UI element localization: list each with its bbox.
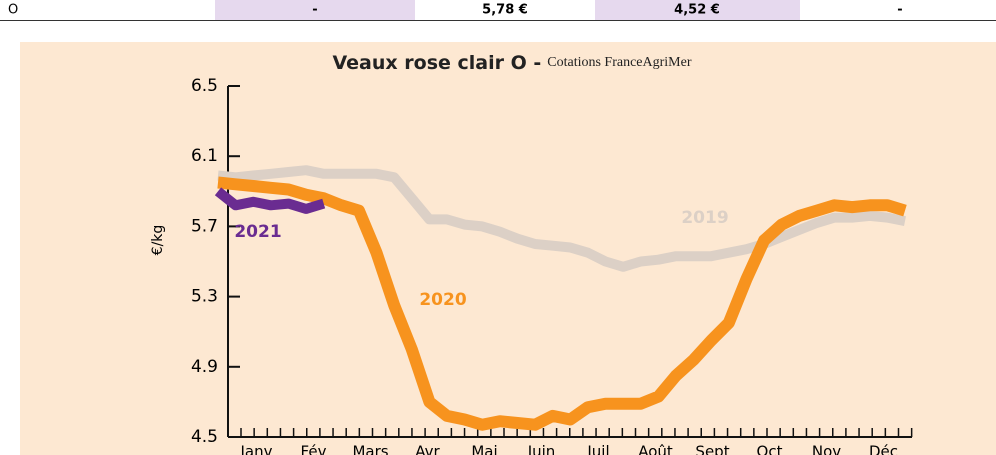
x-tick-label: Fév — [301, 443, 327, 455]
y-tick-label: 5.7 — [191, 216, 218, 236]
subtitle: Cotations FranceAgriMer — [547, 55, 692, 70]
x-tick-label: Mars — [352, 443, 388, 455]
x-tick-label: Janv — [240, 443, 273, 455]
x-tick-label: Nov — [812, 443, 841, 455]
series-label: 2019 — [681, 208, 728, 228]
x-tick-label: Mai — [471, 443, 497, 455]
series-line — [214, 187, 326, 214]
title: Veaux rose clair O - — [333, 52, 542, 74]
chart-bg — [20, 42, 996, 455]
chart-title: Veaux rose clair O - Cotations FranceAgri… — [333, 52, 692, 74]
y-tick-label: 4.9 — [191, 357, 218, 377]
plot: 4.5 4.9 5.3 5.7 6.1 6.5 Janv Fév Mars Avr Mai Juin J… — [191, 76, 913, 455]
x-tick-label: Sept — [695, 443, 729, 455]
cell-bg — [595, 0, 800, 20]
y-tick-label: 6.5 — [191, 76, 218, 96]
cell-bg — [215, 0, 415, 20]
x-tick-label: Juil — [586, 443, 609, 455]
series-line — [217, 176, 907, 431]
series-line — [217, 165, 906, 272]
series-label: 2020 — [419, 290, 466, 310]
cell: 4,52 € — [674, 3, 720, 18]
x-tick-label: Août — [638, 443, 673, 455]
cell: - — [312, 3, 317, 18]
y-tick-label: 4.5 — [191, 427, 218, 447]
y-tick-label: 5.3 — [191, 287, 218, 307]
x-tick-label: Avr — [415, 443, 440, 455]
cell: O — [8, 3, 18, 18]
x-tick-label: Oct — [757, 443, 783, 455]
x-tick-label: Juin — [527, 443, 556, 455]
series-label: 2021 — [234, 222, 281, 242]
y-tick-label: 6.1 — [191, 146, 218, 166]
cell: 5,78 € — [482, 3, 528, 18]
x-tick-label: Déc — [869, 443, 898, 455]
y-axis-label: €/kg — [150, 225, 166, 256]
cell: - — [897, 3, 902, 18]
